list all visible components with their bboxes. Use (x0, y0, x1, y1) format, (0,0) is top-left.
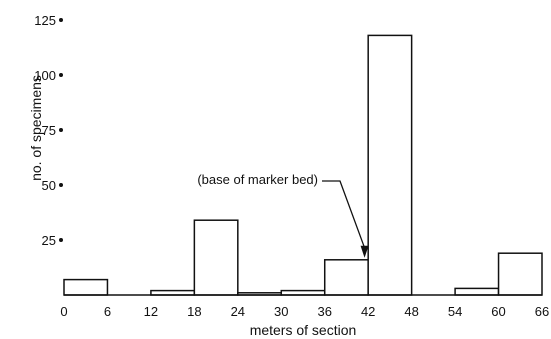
x-axis-label: meters of section (250, 322, 357, 338)
x-tick-label-48: 48 (404, 304, 418, 319)
x-tick-label-42: 42 (361, 304, 375, 319)
y-tick-mark-25 (59, 238, 63, 242)
x-tick-label-66: 66 (535, 304, 549, 319)
bar-36-42 (323, 259, 369, 296)
bar-60-66 (497, 252, 543, 296)
y-tick-label-125: 125 (34, 13, 56, 28)
x-tick-label-30: 30 (274, 304, 288, 319)
y-axis-label: no. of specimens (28, 75, 44, 181)
bar-18-24 (193, 219, 239, 296)
bar-54-60 (454, 287, 500, 296)
x-tick-label-36: 36 (317, 304, 331, 319)
annotation-label: (base of marker bed) (197, 172, 318, 187)
x-tick-label-60: 60 (491, 304, 505, 319)
x-tick-label-6: 6 (104, 304, 111, 319)
y-tick-labels: 25 50 75 100 125 (34, 13, 63, 248)
x-tick-label-18: 18 (187, 304, 201, 319)
y-tick-label-50: 50 (42, 178, 56, 193)
annotation-group: (base of marker bed) (197, 172, 369, 258)
y-tick-label-25: 25 (42, 233, 56, 248)
annotation-arrowhead (360, 245, 369, 258)
x-tick-label-12: 12 (144, 304, 158, 319)
bars-group (63, 34, 543, 296)
annotation-arrow (322, 180, 366, 249)
y-tick-label-75: 75 (42, 123, 56, 138)
y-tick-mark-100 (59, 73, 63, 77)
bar-42-48 (367, 34, 413, 296)
y-tick-mark-50 (59, 183, 63, 187)
y-tick-mark-75 (59, 128, 63, 132)
bar-0-6 (63, 278, 109, 296)
y-tick-label-100: 100 (34, 68, 56, 83)
x-tick-label-54: 54 (448, 304, 462, 319)
x-tick-labels: 0 6 12 18 24 30 36 42 48 54 60 66 (60, 304, 549, 319)
x-tick-label-24: 24 (231, 304, 245, 319)
x-tick-label-0: 0 (60, 304, 67, 319)
y-tick-mark-125 (59, 18, 63, 22)
